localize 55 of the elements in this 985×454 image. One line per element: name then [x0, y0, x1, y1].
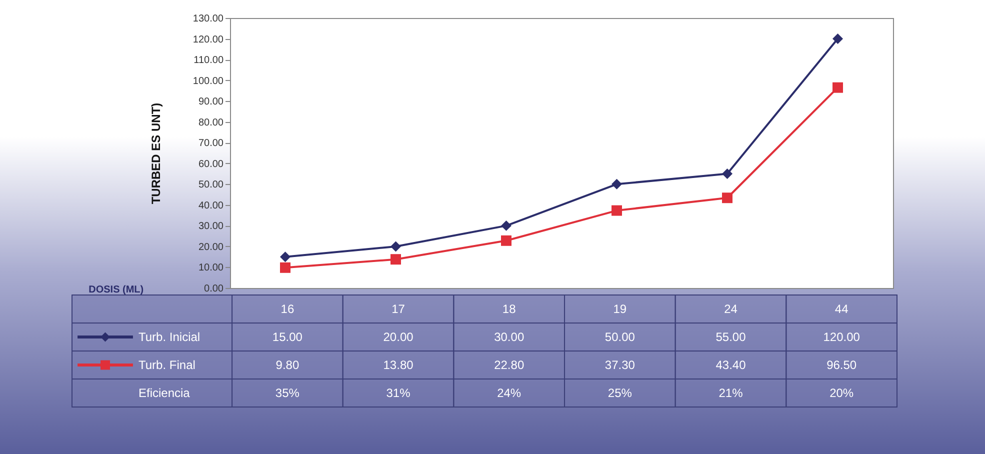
y-tick-label: 80.00 — [198, 117, 224, 128]
legend-label: Turb. Final — [138, 358, 196, 372]
data-label: 43.40 — [716, 358, 746, 372]
text: 21% — [718, 386, 744, 400]
data-label: 37.30 — [604, 358, 636, 372]
point — [612, 178, 622, 190]
point — [501, 235, 512, 246]
text: 24% — [497, 386, 522, 400]
text: 35% — [275, 386, 300, 400]
data-label: 15.00 — [272, 330, 303, 344]
point — [722, 192, 732, 204]
x-axis-title: DOSIS (ML) — [88, 284, 144, 296]
point — [612, 205, 622, 216]
x-tick-label: 19 — [613, 302, 627, 316]
x-tick-label: 16 — [280, 302, 294, 316]
data-label: 120.00 — [823, 330, 860, 344]
y-tick-label: 100.00 — [192, 76, 224, 87]
y-tick-label: 130.00 — [192, 14, 224, 24]
data-label: 20.00 — [383, 330, 414, 344]
data-label: 50.00 — [604, 330, 636, 344]
point — [501, 220, 512, 231]
point — [832, 34, 843, 44]
text: 31% — [386, 386, 411, 400]
y-tick-label: 10.00 — [198, 262, 224, 274]
y-tick-label: 30.00 — [198, 221, 224, 232]
data-label: 9.80 — [276, 358, 300, 372]
point — [832, 82, 843, 93]
data-label: 13.80 — [383, 358, 414, 372]
y-tick-label: 70.00 — [198, 138, 224, 150]
data-label: 96.50 — [826, 358, 857, 372]
data-label: 22.80 — [494, 358, 524, 372]
y-axis-title: TURBED ES UNT) — [148, 102, 163, 204]
x-tick-label: 24 — [724, 302, 738, 316]
y-tick-label: 20.00 — [198, 242, 224, 253]
x-tick-label: 18 — [502, 302, 516, 316]
point — [390, 254, 401, 265]
y-tick-label: 60.00 — [198, 158, 224, 170]
data-label: 30.00 — [494, 330, 524, 344]
text: 20% — [830, 386, 854, 400]
y-tick-label: 110.00 — [194, 55, 224, 66]
point — [280, 252, 290, 262]
y-tick-label: 120.00 — [192, 34, 224, 46]
data-label: 55.00 — [716, 330, 746, 344]
text: Eficiencia — [138, 386, 190, 400]
x-tick-label: 44 — [834, 302, 849, 316]
y-tick-label: 40.00 — [198, 200, 224, 212]
point — [280, 262, 290, 273]
y-tick-label: 50.00 — [198, 180, 224, 191]
point — [722, 168, 732, 180]
point — [390, 241, 401, 252]
y-tick-label: 0.00 — [204, 284, 224, 294]
text: 25% — [608, 386, 632, 400]
y-tick-label: 90.00 — [198, 96, 224, 108]
legend-label: Turb. Inicial — [138, 330, 200, 344]
x-tick-label: 17 — [392, 302, 406, 316]
